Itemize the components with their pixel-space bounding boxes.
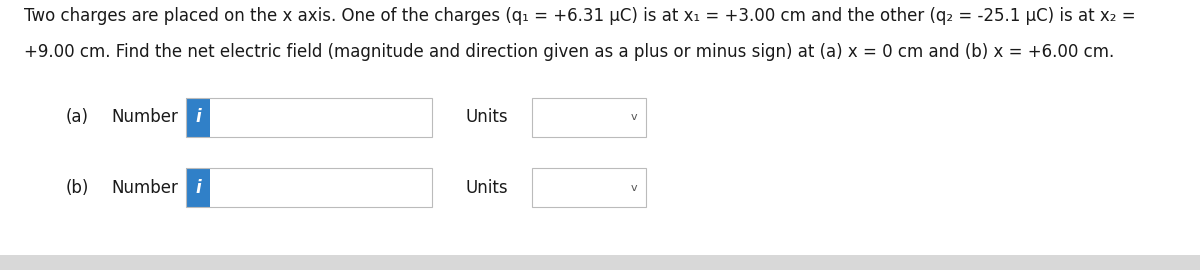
Text: Units: Units bbox=[466, 109, 509, 126]
FancyBboxPatch shape bbox=[0, 0, 1200, 255]
FancyBboxPatch shape bbox=[186, 168, 210, 207]
Text: v: v bbox=[630, 112, 637, 123]
Text: i: i bbox=[196, 179, 200, 197]
FancyBboxPatch shape bbox=[0, 255, 1200, 270]
Text: v: v bbox=[630, 183, 637, 193]
FancyBboxPatch shape bbox=[532, 98, 646, 137]
FancyBboxPatch shape bbox=[210, 98, 432, 137]
FancyBboxPatch shape bbox=[186, 98, 210, 137]
Text: Units: Units bbox=[466, 179, 509, 197]
Text: (a): (a) bbox=[66, 109, 89, 126]
FancyBboxPatch shape bbox=[210, 168, 432, 207]
Text: Number: Number bbox=[112, 179, 179, 197]
Text: +9.00 cm. Find the net electric field (magnitude and direction given as a plus o: +9.00 cm. Find the net electric field (m… bbox=[24, 43, 1115, 61]
Text: i: i bbox=[196, 109, 200, 126]
Text: Number: Number bbox=[112, 109, 179, 126]
FancyBboxPatch shape bbox=[532, 168, 646, 207]
Text: (b): (b) bbox=[66, 179, 89, 197]
Text: Two charges are placed on the x axis. One of the charges (q₁ = +6.31 μC) is at x: Two charges are placed on the x axis. On… bbox=[24, 7, 1135, 25]
